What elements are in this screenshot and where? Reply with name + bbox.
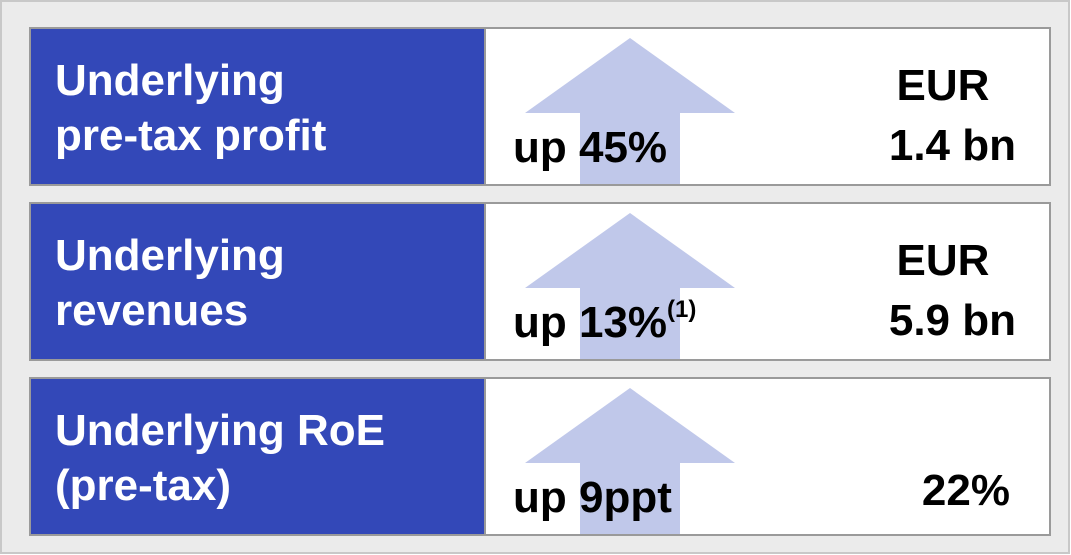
label-line: Underlying: [55, 56, 285, 105]
change-text: up 13%: [513, 298, 667, 347]
value-unit: EUR: [897, 61, 990, 110]
row: Underlying pre-tax profit up 45% EUR 1.4 bn: [29, 27, 1051, 186]
value-amount: 5.9 bn: [889, 296, 1016, 345]
label-line: (pre-tax): [55, 461, 231, 510]
arrow: [525, 38, 735, 184]
label-box: [29, 377, 486, 536]
change: up 13%(1): [513, 296, 696, 347]
change: up 9ppt: [513, 473, 672, 522]
value-unit: EUR: [897, 236, 990, 285]
label-line: Underlying: [55, 231, 285, 280]
label-line: revenues: [55, 286, 248, 335]
arrow: [525, 388, 735, 534]
label-line: Underlying RoE: [55, 406, 385, 455]
label-box: [29, 27, 486, 186]
value-amount: 1.4 bn: [889, 121, 1016, 170]
value-amount: 22%: [922, 466, 1010, 515]
row: Underlying RoE (pre-tax) up 9ppt 22%: [29, 377, 1051, 536]
label-line: pre-tax profit: [55, 111, 327, 160]
footnote-ref: (1): [667, 296, 696, 323]
change: up 45%: [513, 123, 667, 172]
arrow: [525, 213, 735, 359]
label-box: [29, 202, 486, 361]
change-text: up 45%: [513, 123, 667, 172]
row: Underlying revenues up 13%(1) EUR 5.9 bn: [29, 202, 1051, 361]
change-text: up 9ppt: [513, 473, 672, 522]
